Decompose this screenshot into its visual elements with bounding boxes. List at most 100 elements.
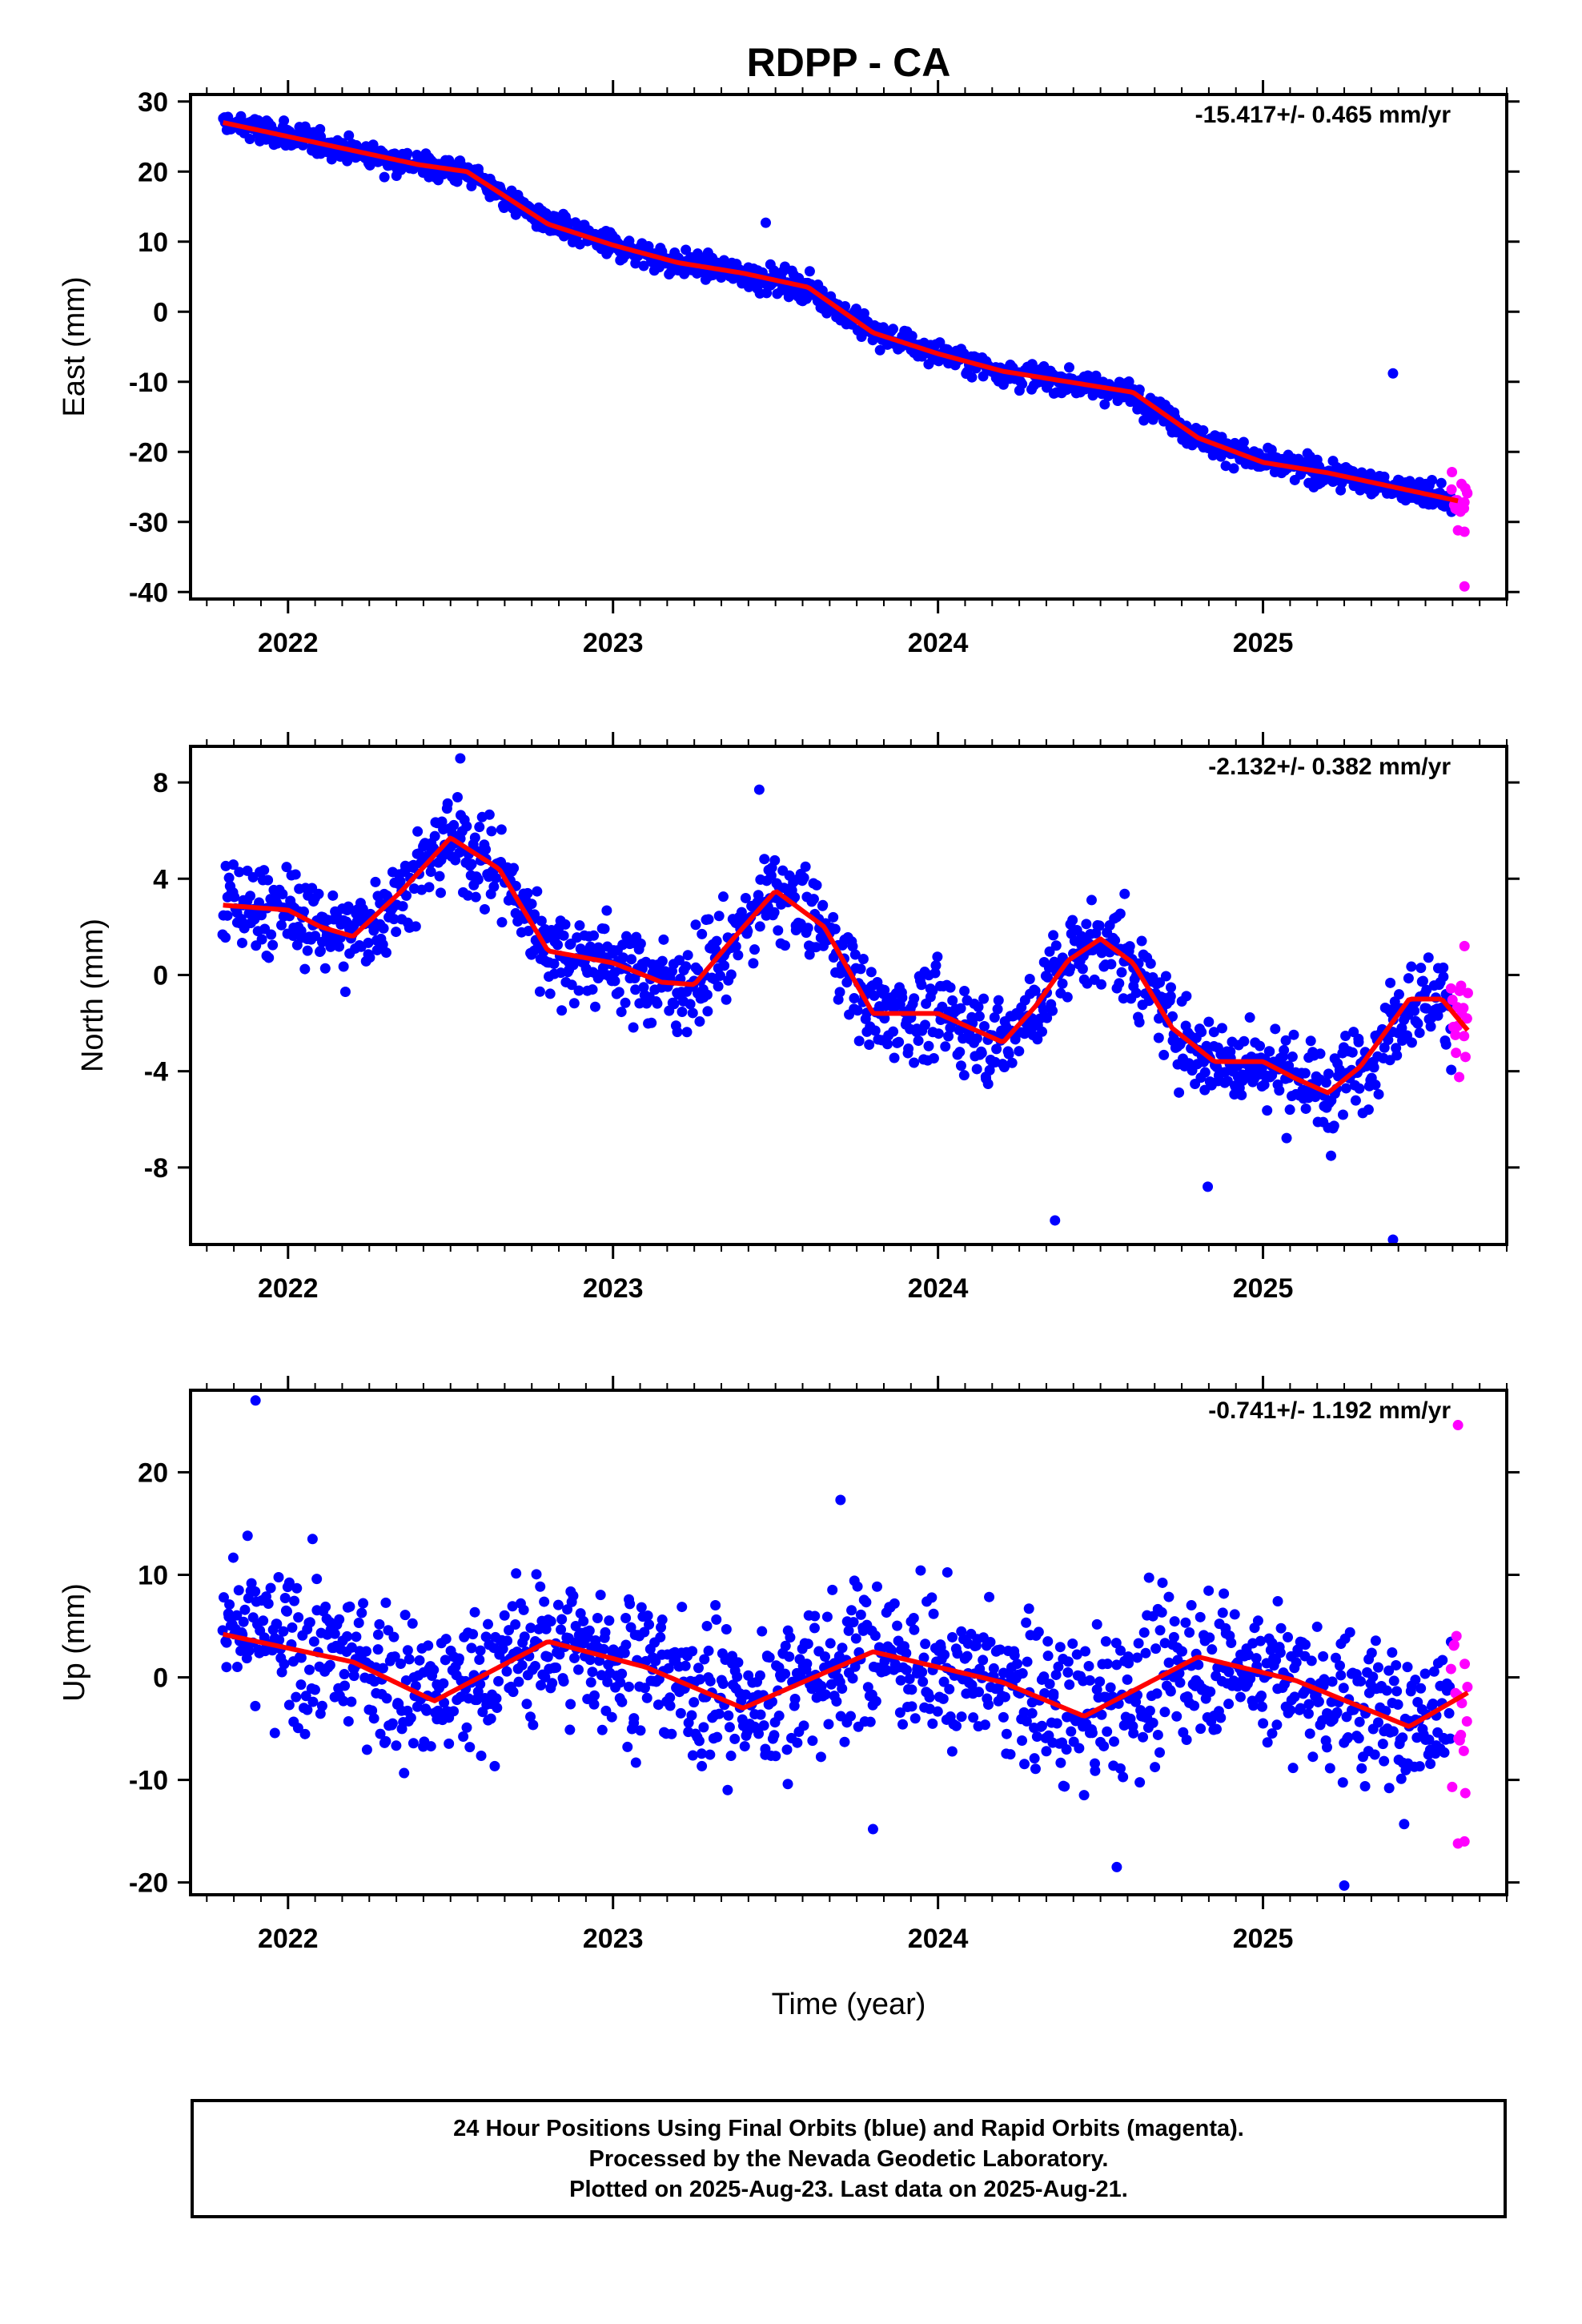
east-fit-line <box>222 120 1459 504</box>
up-final-point <box>468 1629 479 1640</box>
east-y-tick-label: 20 <box>138 157 168 187</box>
north-final-point <box>753 890 764 901</box>
north-final-point <box>1096 979 1107 990</box>
up-final-point <box>862 1682 873 1693</box>
north-final-point <box>697 928 708 939</box>
up-final-point <box>221 1637 232 1648</box>
up-final-point <box>1395 1773 1407 1784</box>
up-final-point <box>784 1651 795 1663</box>
north-final-point <box>1280 1035 1291 1046</box>
up-final-point <box>1054 1642 1066 1653</box>
up-final-point <box>604 1615 615 1626</box>
up-final-point <box>809 1610 821 1622</box>
up-final-point <box>1235 1691 1246 1703</box>
north-final-point <box>1412 1018 1423 1029</box>
north-final-point <box>1236 1089 1247 1100</box>
up-final-point <box>620 1613 632 1624</box>
up-final-point <box>1372 1717 1383 1728</box>
up-final-point <box>258 1615 269 1626</box>
up-final-point <box>485 1713 496 1724</box>
up-final-point <box>1181 1735 1192 1746</box>
up-final-point <box>533 1623 544 1634</box>
up-x-tick-label: 2024 <box>908 1924 969 1954</box>
up-final-point <box>1110 1638 1122 1649</box>
north-final-point <box>529 909 540 920</box>
north-final-point <box>534 986 545 997</box>
up-final-point <box>729 1733 741 1744</box>
north-final-point <box>299 963 311 975</box>
up-final-point <box>1255 1635 1266 1647</box>
up-final-point <box>1383 1783 1395 1794</box>
up-final-point <box>1096 1709 1107 1720</box>
north-final-point <box>1032 1034 1043 1045</box>
north-final-point <box>1244 1012 1255 1023</box>
up-final-point <box>915 1565 926 1576</box>
up-final-point <box>951 1720 962 1731</box>
up-final-point <box>820 1689 831 1700</box>
up-final-point <box>438 1678 449 1689</box>
x-axis-label: Time (year) <box>772 1988 926 2021</box>
north-final-point <box>974 1011 985 1022</box>
north-final-point <box>1181 991 1192 1002</box>
up-final-point <box>554 1649 565 1660</box>
east-final-point <box>244 134 255 145</box>
up-final-point <box>1114 1763 1126 1774</box>
north-final-point <box>339 987 351 998</box>
up-final-point <box>1381 1685 1392 1696</box>
up-final-point <box>1295 1703 1306 1714</box>
up-final-point <box>1064 1679 1075 1691</box>
north-final-point <box>687 1007 698 1019</box>
up-final-point <box>849 1661 861 1672</box>
up-final-point <box>536 1679 547 1691</box>
up-final-point <box>1094 1676 1106 1687</box>
up-final-point <box>825 1638 836 1649</box>
north-final-point <box>522 887 533 899</box>
north-final-point <box>1315 1048 1326 1059</box>
north-final-point <box>391 927 402 938</box>
up-final-point <box>705 1749 716 1760</box>
north-plot-frame <box>189 745 1508 1246</box>
north-y-axis-label: North (mm) <box>76 919 110 1072</box>
up-final-point <box>694 1674 705 1685</box>
up-final-point <box>358 1598 369 1609</box>
up-final-point <box>535 1581 546 1592</box>
north-rapid-point <box>1461 1013 1472 1024</box>
up-final-point <box>1105 1682 1116 1693</box>
up-final-point <box>1377 1739 1388 1750</box>
up-final-point <box>1062 1667 1074 1678</box>
up-final-point <box>1184 1626 1195 1638</box>
up-final-point <box>602 1676 613 1687</box>
up-final-point <box>755 1709 766 1720</box>
north-final-point <box>363 937 374 948</box>
up-final-point <box>938 1693 949 1704</box>
north-final-point <box>378 923 389 934</box>
up-final-point <box>721 1623 732 1634</box>
up-final-point <box>1091 1618 1102 1630</box>
up-final-point <box>375 1728 386 1739</box>
up-final-point <box>652 1699 664 1711</box>
up-final-point <box>1154 1747 1166 1758</box>
up-final-point <box>1397 1732 1408 1743</box>
up-final-point <box>901 1647 912 1659</box>
up-final-point <box>917 1676 929 1687</box>
up-final-point <box>850 1633 861 1644</box>
up-final-point <box>773 1711 785 1722</box>
up-final-point <box>1327 1676 1338 1687</box>
up-final-point <box>1009 1650 1020 1661</box>
up-final-point <box>584 1655 596 1666</box>
up-final-point <box>1071 1649 1082 1660</box>
up-final-point <box>846 1605 857 1616</box>
up-final-point <box>837 1683 848 1695</box>
up-final-point <box>1283 1631 1294 1642</box>
up-final-point <box>302 1704 313 1715</box>
east-final-point <box>966 372 978 383</box>
up-final-point <box>316 1700 327 1711</box>
up-final-point <box>712 1731 723 1743</box>
up-final-point <box>962 1651 973 1662</box>
north-final-point <box>1086 895 1097 906</box>
up-final-point <box>620 1639 632 1651</box>
up-final-point <box>984 1591 995 1602</box>
up-final-point <box>269 1727 280 1739</box>
north-final-point <box>672 1027 683 1038</box>
north-final-point <box>1116 967 1127 978</box>
